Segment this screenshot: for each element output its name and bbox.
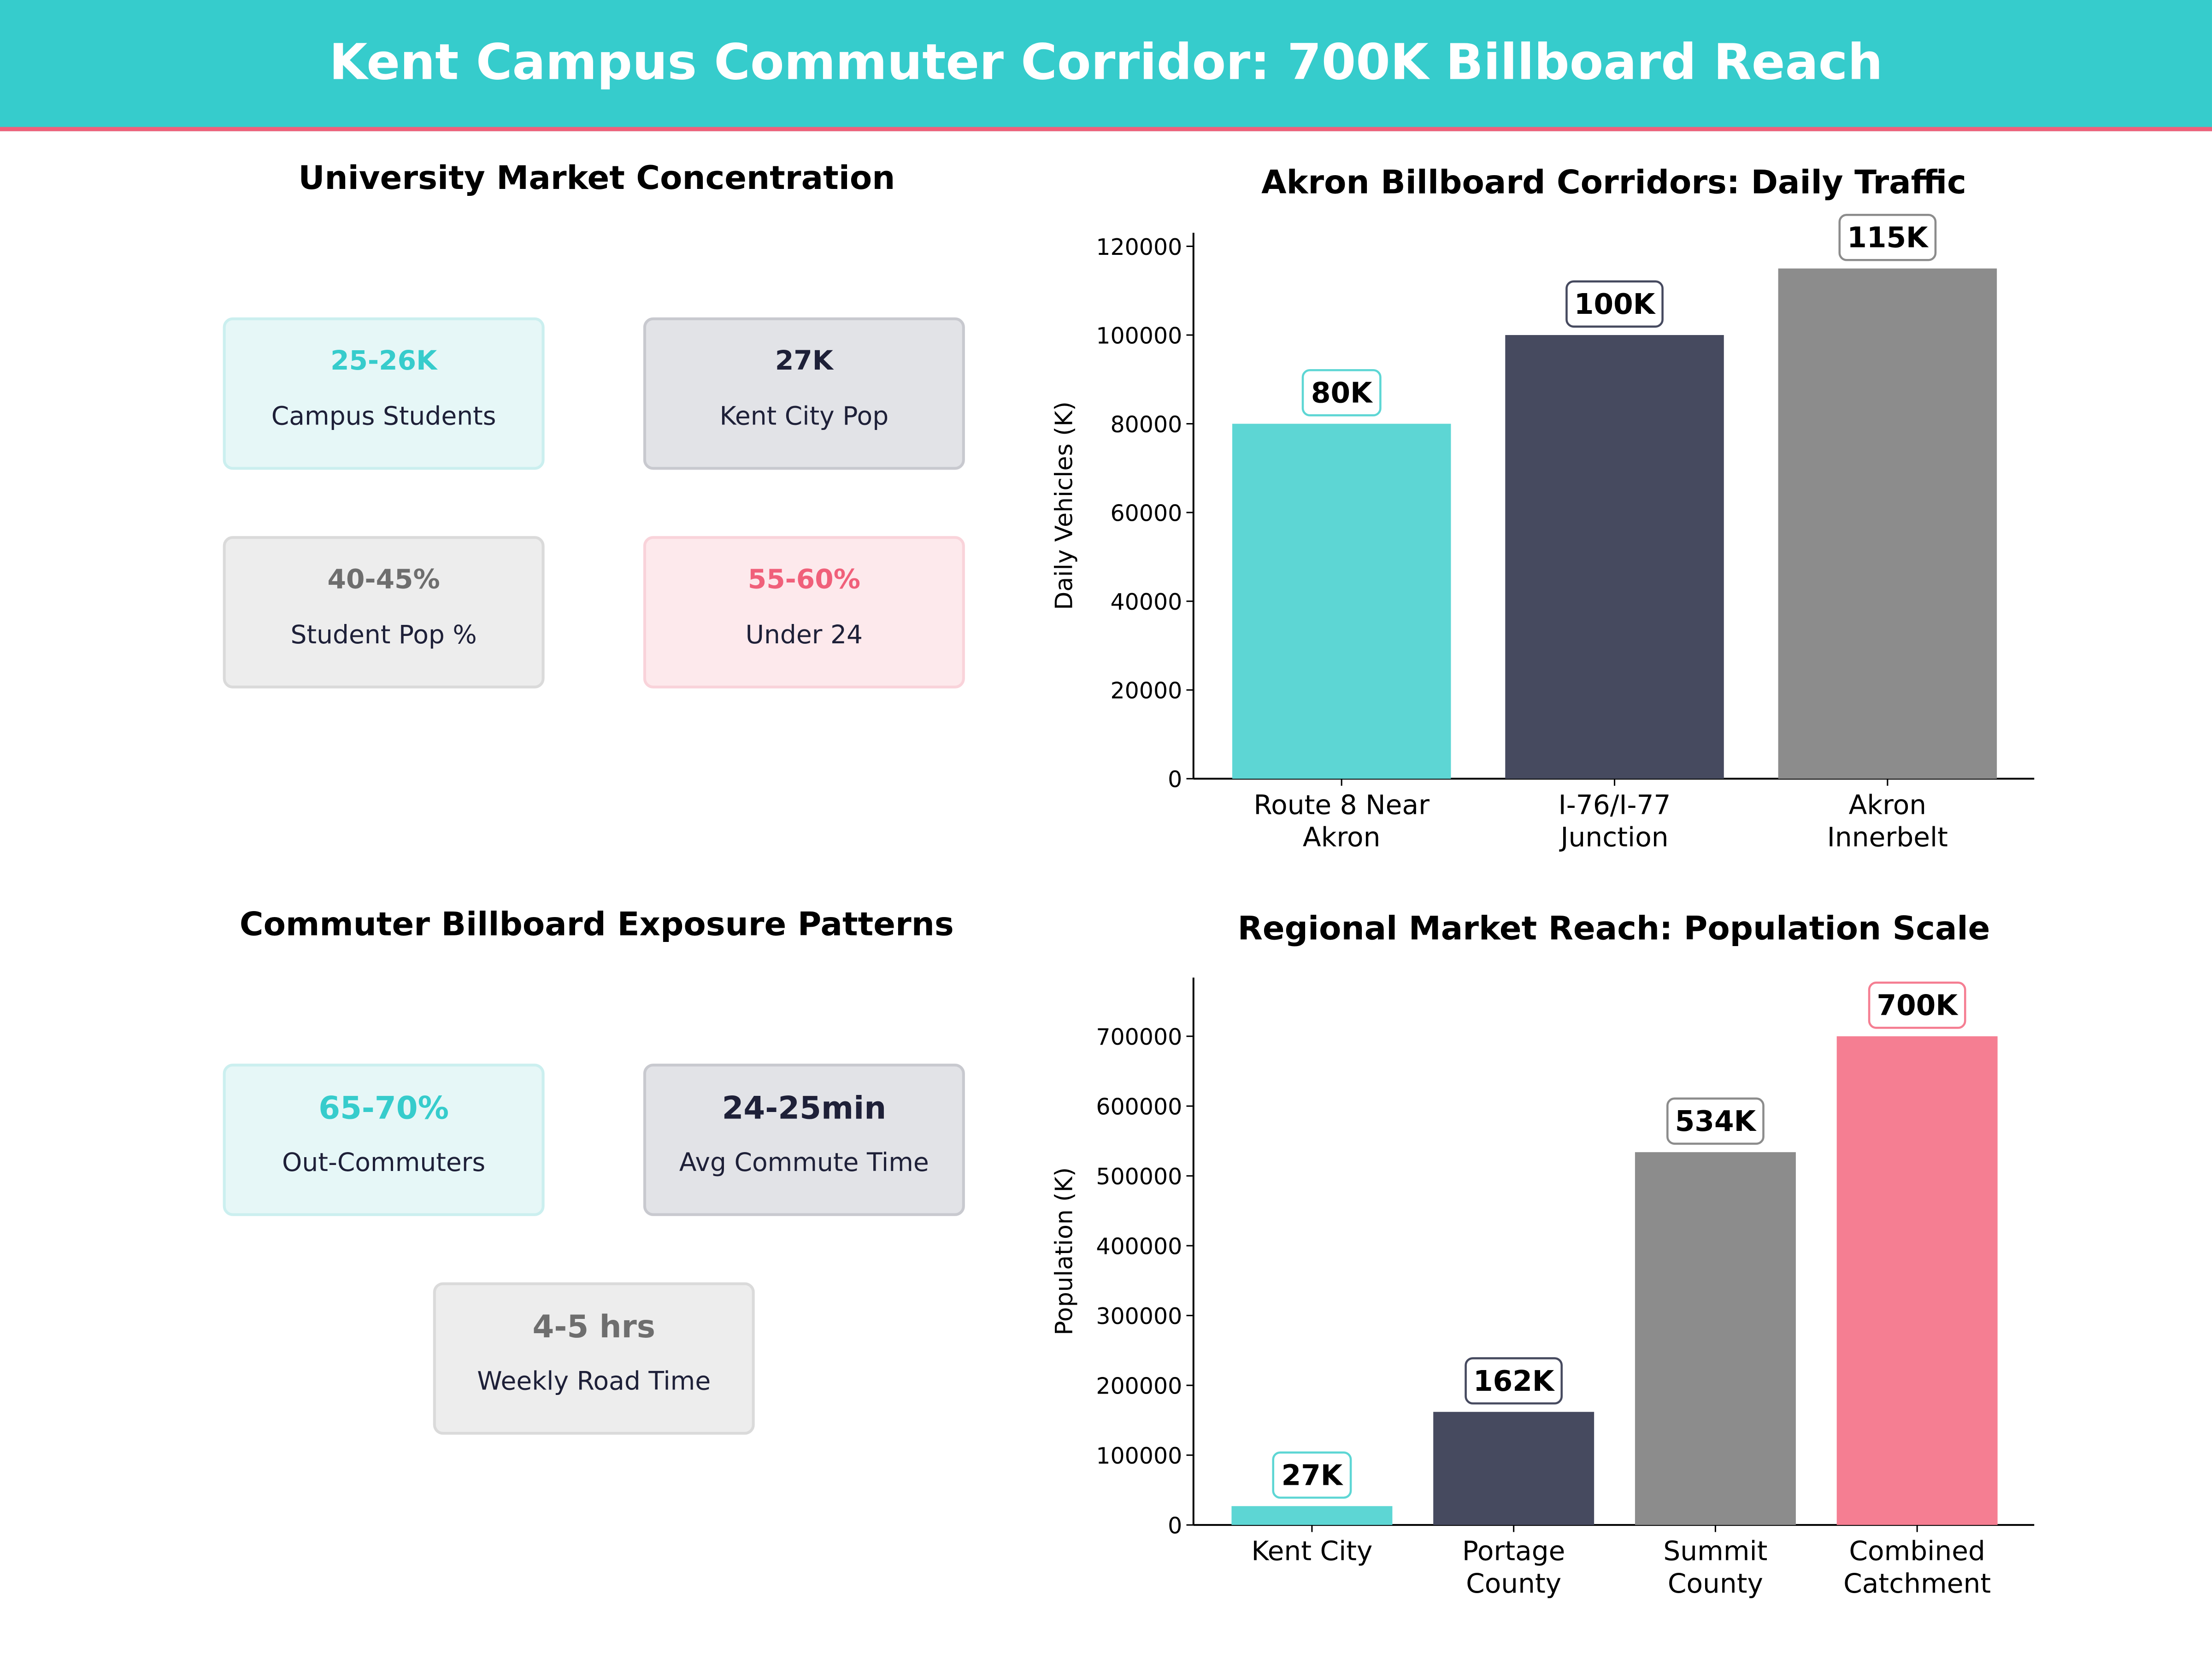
x-tick-label: Junction: [1559, 822, 1668, 853]
stat-value: 40-45%: [327, 564, 440, 595]
data-label-box: [1301, 369, 1382, 417]
y-tick-label: 80000: [1111, 412, 1182, 438]
bar: [1836, 1036, 1998, 1525]
bar: [1232, 424, 1451, 779]
data-label: 27K: [1282, 1459, 1344, 1492]
stat-card-avg-commute: 24-25min Avg Commute Time: [643, 1064, 965, 1216]
data-label: 534K: [1675, 1105, 1757, 1138]
stat-card-under-24: 55-60% Under 24: [643, 536, 965, 688]
university-panel-title: University Market Concentration: [298, 160, 895, 198]
stat-value: 55-60%: [747, 564, 861, 595]
stat-label: Campus Students: [271, 402, 496, 432]
y-axis-label: Population (K): [1051, 1167, 1078, 1335]
x-tick-label: Akron: [1849, 789, 1927, 820]
stat-label: Out-Commuters: [282, 1148, 486, 1178]
data-label-box: [1272, 1451, 1352, 1499]
y-tick-label: 400000: [1096, 1234, 1182, 1260]
x-tick-label: County: [1668, 1568, 1763, 1599]
stat-value: 25-26K: [330, 345, 437, 377]
data-label-box: [1465, 1357, 1563, 1405]
y-tick-label: 60000: [1111, 500, 1182, 526]
header-banner: Kent Campus Commuter Corridor: 700K Bill…: [0, 0, 2212, 131]
data-label: 115K: [1847, 222, 1929, 254]
x-tick-label: Kent City: [1251, 1535, 1372, 1567]
stat-card-campus-students: 25-26K Campus Students: [223, 317, 545, 470]
commuter-panel-title: Commuter Billboard Exposure Patterns: [239, 907, 954, 944]
chart-title: Regional Market Reach: Population Scale: [1238, 910, 1990, 947]
x-tick-label: Portage: [1462, 1535, 1565, 1567]
stat-value: 24-25min: [722, 1092, 887, 1127]
y-tick-label: 100000: [1096, 323, 1182, 349]
y-tick-label: 40000: [1111, 589, 1182, 615]
data-label: 100K: [1574, 288, 1656, 321]
page-title: Kent Campus Commuter Corridor: 700K Bill…: [329, 35, 1883, 92]
y-tick-label: 120000: [1096, 234, 1182, 260]
x-tick-label: Route 8 Near: [1253, 789, 1430, 820]
chart-title: Akron Billboard Corridors: Daily Traffic: [1261, 163, 1966, 201]
y-axis-label: Daily Vehicles (K): [1051, 401, 1078, 610]
y-tick-label: 700000: [1096, 1024, 1182, 1050]
data-label-box: [1565, 280, 1664, 328]
bar: [1778, 268, 1997, 779]
x-tick-label: Summit: [1663, 1535, 1767, 1567]
data-label-box: [1666, 1097, 1765, 1145]
stat-label: Under 24: [745, 620, 863, 651]
stat-card-student-pop: 40-45% Student Pop %: [223, 536, 545, 688]
x-tick-label: Combined: [1849, 1535, 1985, 1567]
y-tick-label: 0: [1168, 766, 1182, 793]
y-tick-label: 200000: [1096, 1373, 1182, 1400]
y-tick-label: 100000: [1096, 1443, 1182, 1469]
y-tick-label: 20000: [1111, 678, 1182, 704]
stat-value: 65-70%: [318, 1092, 449, 1127]
x-tick-label: I-76/I-77: [1559, 789, 1671, 820]
x-tick-label: County: [1466, 1568, 1561, 1599]
y-tick-label: 600000: [1096, 1094, 1182, 1120]
stat-label: Kent City Pop: [719, 402, 889, 432]
y-tick-label: 300000: [1096, 1303, 1182, 1330]
data-label: 700K: [1877, 989, 1959, 1022]
stat-card-weekly-road-time: 4-5 hrs Weekly Road Time: [433, 1282, 755, 1435]
y-tick-label: 500000: [1096, 1164, 1182, 1190]
x-tick-label: Akron: [1303, 822, 1381, 853]
stat-label: Avg Commute Time: [679, 1148, 929, 1178]
data-label-box: [1868, 982, 1966, 1029]
data-label-box: [1838, 213, 1937, 261]
stat-card-out-commuters: 65-70% Out-Commuters: [223, 1064, 545, 1216]
bar: [1231, 1506, 1393, 1525]
stat-label: Weekly Road Time: [477, 1367, 711, 1397]
x-tick-label: Catchment: [1843, 1568, 1991, 1599]
stat-value: 27K: [775, 345, 833, 377]
stat-label: Student Pop %: [290, 620, 477, 651]
data-label: 162K: [1473, 1365, 1555, 1398]
bar: [1433, 1412, 1594, 1525]
x-tick-label: Innerbelt: [1827, 822, 1948, 853]
data-label: 80K: [1311, 377, 1373, 410]
stat-card-kent-city-pop: 27K Kent City Pop: [643, 317, 965, 470]
y-tick-label: 0: [1168, 1513, 1182, 1539]
stat-value: 4-5 hrs: [532, 1310, 655, 1346]
bar: [1505, 335, 1724, 779]
bar: [1635, 1152, 1796, 1525]
